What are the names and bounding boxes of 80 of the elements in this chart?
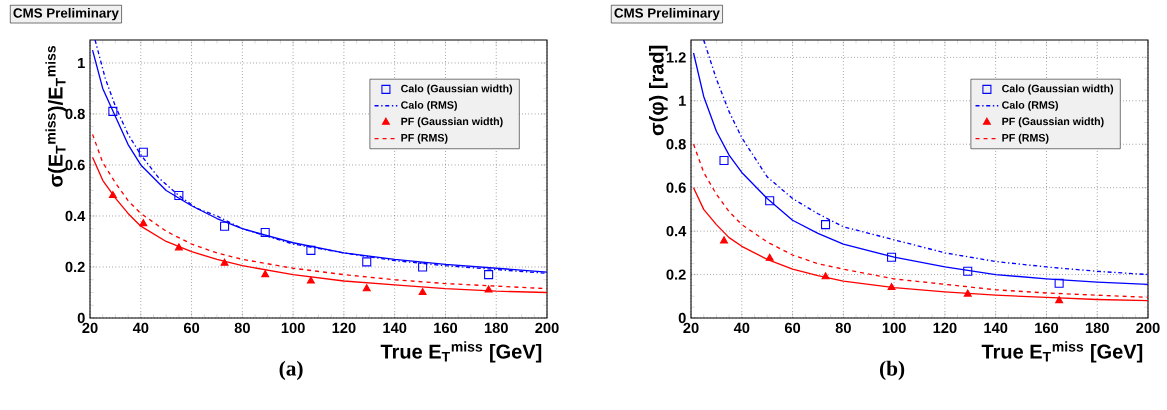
point bbox=[260, 228, 270, 238]
legend-label: PF (RMS) bbox=[1002, 133, 1049, 144]
x-tick-label: 100 bbox=[882, 322, 906, 334]
point bbox=[220, 221, 230, 231]
x-tick-label: 140 bbox=[984, 322, 1008, 334]
point bbox=[220, 258, 229, 266]
legend-label: Calo (Gaussian width) bbox=[1002, 84, 1114, 95]
point bbox=[108, 191, 117, 199]
y-tick-label: 0.6 bbox=[666, 182, 686, 193]
point bbox=[821, 272, 830, 280]
x-tick-label: 200 bbox=[1136, 322, 1160, 334]
legend-label: PF (RMS) bbox=[401, 133, 448, 144]
text: CMS Preliminary bbox=[13, 7, 119, 21]
line-series bbox=[692, 187, 1148, 302]
point bbox=[306, 276, 315, 284]
text: CMS Preliminary bbox=[614, 7, 720, 21]
x-tick-label: 100 bbox=[281, 322, 305, 334]
point bbox=[720, 236, 729, 244]
x-axis-title: True E$_{T}$$^{miss}$ [GeV] bbox=[380, 341, 542, 363]
x-tick-label: 20 bbox=[82, 322, 98, 334]
legend-label: Calo (RMS) bbox=[1002, 100, 1058, 111]
legend-label: PF (Gaussian width) bbox=[401, 117, 503, 128]
x-tick-label: 20 bbox=[683, 322, 699, 334]
y-tick-label: 0.8 bbox=[65, 108, 85, 120]
point bbox=[765, 253, 774, 261]
y-tick-label: 0.4 bbox=[666, 225, 687, 237]
point bbox=[362, 257, 372, 267]
point bbox=[765, 196, 775, 206]
x-tick-label: 80 bbox=[234, 322, 250, 334]
text: (a) bbox=[279, 360, 303, 381]
y-axis-title: σ(φ) [rad] bbox=[648, 45, 668, 136]
x-tick-label: 60 bbox=[784, 322, 801, 334]
x-tick-label: 160 bbox=[434, 322, 458, 334]
point bbox=[362, 284, 371, 292]
point bbox=[484, 270, 494, 280]
y-tick-label: 1 bbox=[78, 57, 85, 68]
point bbox=[719, 155, 729, 166]
point bbox=[418, 262, 428, 272]
y-tick-label: 0.2 bbox=[65, 261, 85, 273]
point bbox=[887, 252, 897, 262]
point bbox=[963, 289, 972, 297]
x-tick-label: 40 bbox=[132, 322, 149, 334]
x-tick-label: 160 bbox=[1035, 322, 1059, 334]
x-tick-label: 200 bbox=[535, 322, 559, 334]
y-tick-label: 1 bbox=[679, 95, 686, 106]
line-series bbox=[91, 156, 547, 294]
point bbox=[174, 191, 184, 201]
point bbox=[484, 285, 493, 293]
y-tick-label: 0.2 bbox=[666, 269, 686, 280]
y-tick-label: 0 bbox=[77, 312, 85, 324]
point bbox=[174, 243, 183, 251]
point bbox=[821, 220, 831, 230]
legend-label: Calo (Gaussian width) bbox=[401, 84, 513, 95]
x-tick-label: 120 bbox=[332, 322, 356, 334]
x-tick-label: 140 bbox=[383, 322, 407, 334]
legend-label: Calo (RMS) bbox=[401, 100, 457, 111]
x-tick-label: 40 bbox=[733, 322, 750, 334]
y-tick-label: 0.8 bbox=[666, 139, 686, 150]
y-tick-label: 0.6 bbox=[65, 159, 85, 171]
x-tick-label: 80 bbox=[835, 322, 851, 334]
point bbox=[963, 266, 973, 276]
x-tick-label: 120 bbox=[933, 322, 957, 334]
point bbox=[306, 245, 316, 255]
point bbox=[1054, 278, 1064, 288]
legend-label: PF (Gaussian width) bbox=[1002, 117, 1104, 128]
x-tick-label: 180 bbox=[484, 322, 508, 334]
y-tick-label: 0 bbox=[678, 312, 686, 324]
x-tick-label: 180 bbox=[1085, 322, 1109, 334]
x-tick-label: 60 bbox=[183, 322, 200, 334]
y-tick-label: 0.4 bbox=[65, 210, 86, 222]
point bbox=[138, 147, 148, 157]
text: (b) bbox=[879, 360, 905, 381]
point bbox=[139, 219, 148, 227]
point bbox=[261, 270, 270, 278]
point bbox=[887, 283, 896, 291]
point bbox=[418, 287, 427, 296]
point bbox=[1055, 296, 1064, 304]
point bbox=[108, 106, 118, 116]
x-axis-title: True E$_{T}$$^{miss}$ [GeV] bbox=[981, 341, 1143, 363]
y-tick-label: 1.2 bbox=[666, 52, 686, 63]
